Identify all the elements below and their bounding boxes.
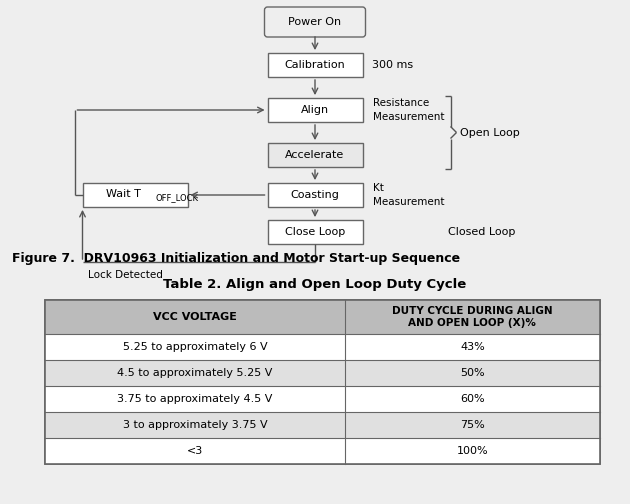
Text: Align: Align <box>301 105 329 115</box>
Text: DUTY CYCLE DURING ALIGN
AND OPEN LOOP (X)%: DUTY CYCLE DURING ALIGN AND OPEN LOOP (X… <box>392 306 553 328</box>
Text: Closed Loop: Closed Loop <box>447 227 515 237</box>
Bar <box>268 183 362 207</box>
Text: Lock Detected: Lock Detected <box>88 270 163 280</box>
Bar <box>45 334 345 360</box>
Text: Kt
Measurement: Kt Measurement <box>372 183 444 207</box>
Bar <box>45 438 345 464</box>
Bar <box>268 143 362 167</box>
Text: 3.75 to approximately 4.5 V: 3.75 to approximately 4.5 V <box>117 394 273 404</box>
Text: 100%: 100% <box>457 446 488 456</box>
Text: Coasting: Coasting <box>290 190 340 200</box>
Text: 60%: 60% <box>460 394 484 404</box>
Bar <box>345 438 600 464</box>
Text: Calibration: Calibration <box>285 60 345 70</box>
Bar <box>83 183 188 207</box>
Text: <3: <3 <box>186 446 203 456</box>
Text: Wait T: Wait T <box>106 189 140 199</box>
Bar <box>345 300 600 334</box>
Bar <box>345 360 600 386</box>
Text: Power On: Power On <box>289 17 341 27</box>
Bar <box>268 220 362 244</box>
Bar <box>345 412 600 438</box>
Bar <box>45 360 345 386</box>
Bar <box>45 300 345 334</box>
Text: 4.5 to approximately 5.25 V: 4.5 to approximately 5.25 V <box>117 368 273 378</box>
Bar <box>268 53 362 77</box>
Text: 43%: 43% <box>460 342 484 352</box>
Bar <box>45 300 600 464</box>
Text: 75%: 75% <box>460 420 484 430</box>
Text: Accelerate: Accelerate <box>285 150 345 160</box>
Bar <box>45 300 600 464</box>
Text: VCC VOLTAGE: VCC VOLTAGE <box>153 312 237 322</box>
Text: 50%: 50% <box>460 368 484 378</box>
Text: 3 to approximately 3.75 V: 3 to approximately 3.75 V <box>123 420 267 430</box>
Text: 5.25 to approximately 6 V: 5.25 to approximately 6 V <box>123 342 267 352</box>
Bar <box>45 386 345 412</box>
Text: 300 ms: 300 ms <box>372 60 414 70</box>
Text: Open Loop: Open Loop <box>461 128 520 138</box>
Text: Close Loop: Close Loop <box>285 227 345 237</box>
Bar <box>345 386 600 412</box>
Text: Figure 7.  DRV10963 Initialization and Motor Start-up Sequence: Figure 7. DRV10963 Initialization and Mo… <box>12 252 460 265</box>
FancyBboxPatch shape <box>265 7 365 37</box>
Text: OFF_LOCK: OFF_LOCK <box>155 194 198 203</box>
Bar <box>345 334 600 360</box>
Text: Resistance
Measurement: Resistance Measurement <box>372 98 444 121</box>
Text: Table 2. Align and Open Loop Duty Cycle: Table 2. Align and Open Loop Duty Cycle <box>163 278 467 291</box>
Bar <box>268 98 362 122</box>
Bar <box>45 412 345 438</box>
